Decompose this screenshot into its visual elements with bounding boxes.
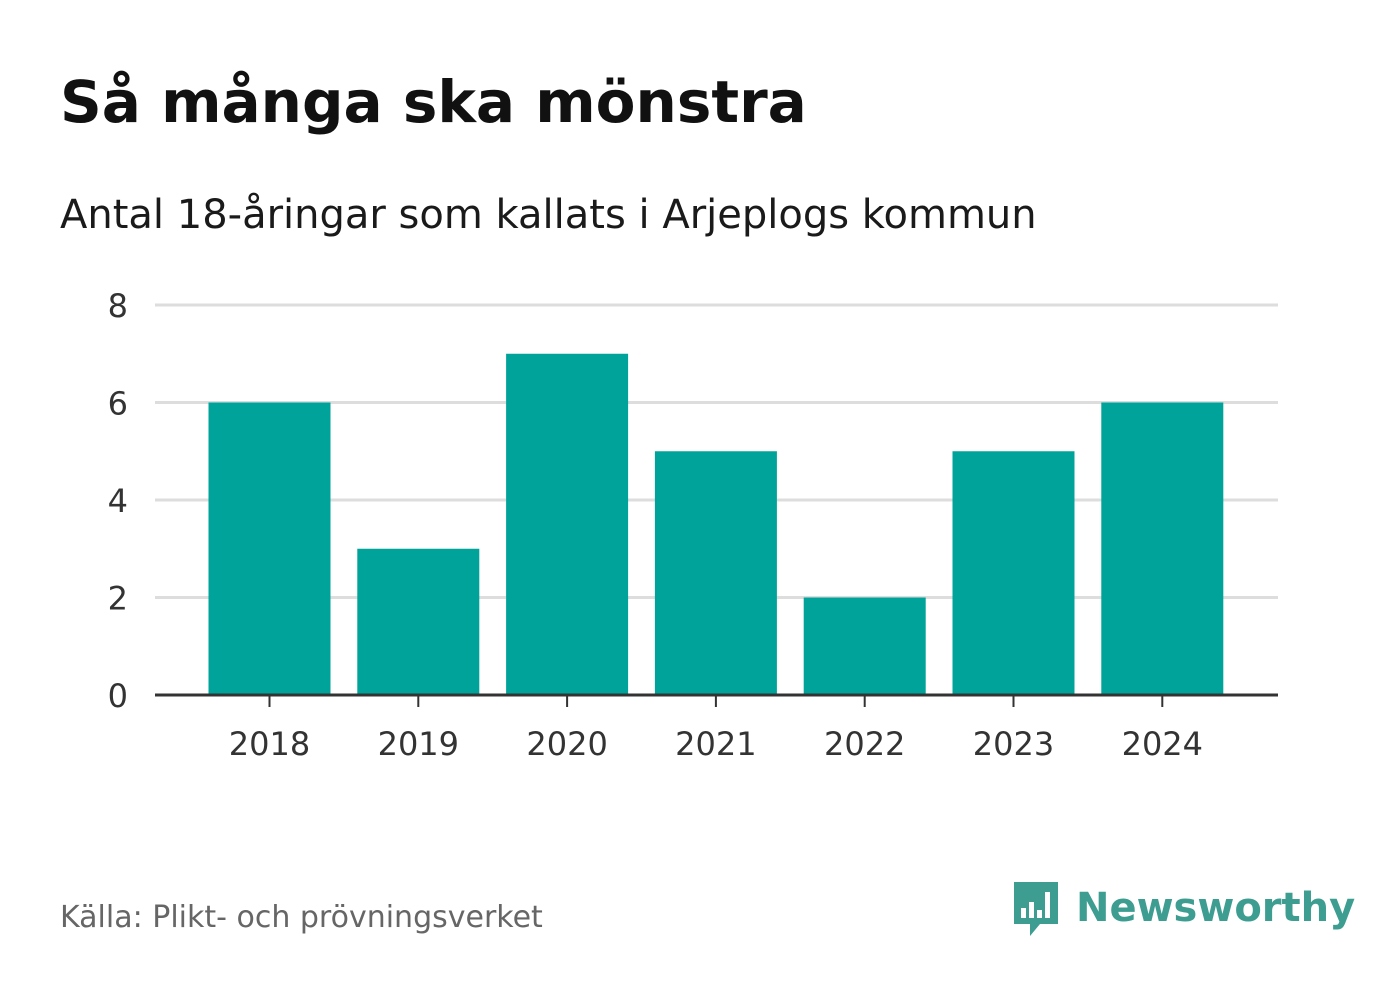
bar-2024 — [1101, 402, 1224, 695]
y-tick-label: 6 — [108, 385, 128, 423]
bars — [208, 353, 1224, 695]
x-axis-ticks: 2018 2019 2020 2021 2022 2023 2024 — [229, 695, 1203, 763]
brand-name: Newsworthy — [1076, 885, 1356, 931]
y-tick-label: 4 — [108, 482, 128, 520]
x-tick-label: 2022 — [824, 725, 905, 763]
source-note: Källa: Plikt- och prövningsverket — [60, 900, 543, 935]
chart-subtitle: Antal 18-åringar som kallats i Arjeplogs… — [60, 192, 1037, 238]
chart-title: Så många ska mönstra — [60, 68, 807, 136]
bar-2023 — [952, 451, 1075, 695]
newsworthy-logo-icon — [1014, 882, 1058, 936]
bar-2021 — [654, 451, 777, 695]
brand-logo: Newsworthy — [1010, 878, 1355, 938]
x-tick-label: 2024 — [1122, 725, 1203, 763]
x-tick-label: 2023 — [973, 725, 1054, 763]
y-tick-label: 2 — [108, 580, 128, 618]
x-tick-label: 2019 — [378, 725, 459, 763]
bar-2022 — [803, 597, 926, 695]
y-tick-label: 8 — [108, 287, 128, 325]
x-tick-label: 2020 — [526, 725, 607, 763]
bar-2018 — [208, 402, 331, 695]
bar-2019 — [357, 548, 480, 695]
y-axis-ticks: 0 2 4 6 8 — [108, 287, 128, 715]
x-tick-label: 2021 — [675, 725, 756, 763]
x-tick-label: 2018 — [229, 725, 310, 763]
y-tick-label: 0 — [108, 677, 128, 715]
bar-2020 — [506, 353, 629, 695]
